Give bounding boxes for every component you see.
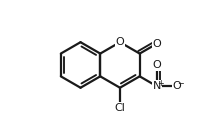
Text: +: +: [157, 79, 164, 88]
Text: O: O: [116, 37, 124, 47]
Text: O: O: [173, 81, 181, 91]
Text: N: N: [153, 81, 161, 91]
Text: O: O: [153, 60, 162, 70]
Text: O: O: [153, 39, 162, 49]
Text: −: −: [177, 79, 184, 88]
Text: Cl: Cl: [114, 103, 125, 113]
